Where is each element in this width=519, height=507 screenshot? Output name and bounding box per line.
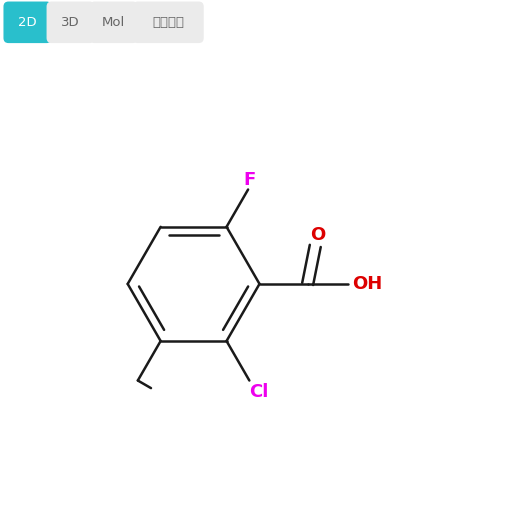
- FancyBboxPatch shape: [47, 2, 95, 43]
- FancyBboxPatch shape: [90, 2, 138, 43]
- FancyBboxPatch shape: [133, 2, 204, 43]
- Text: F: F: [243, 171, 256, 190]
- Text: OH: OH: [352, 275, 383, 293]
- Text: Cl: Cl: [249, 383, 268, 401]
- Text: 相似结构: 相似结构: [152, 16, 184, 29]
- FancyBboxPatch shape: [4, 2, 51, 43]
- Text: 3D: 3D: [61, 16, 80, 29]
- Text: 2D: 2D: [18, 16, 37, 29]
- Text: O: O: [310, 226, 325, 244]
- Text: Mol: Mol: [102, 16, 126, 29]
